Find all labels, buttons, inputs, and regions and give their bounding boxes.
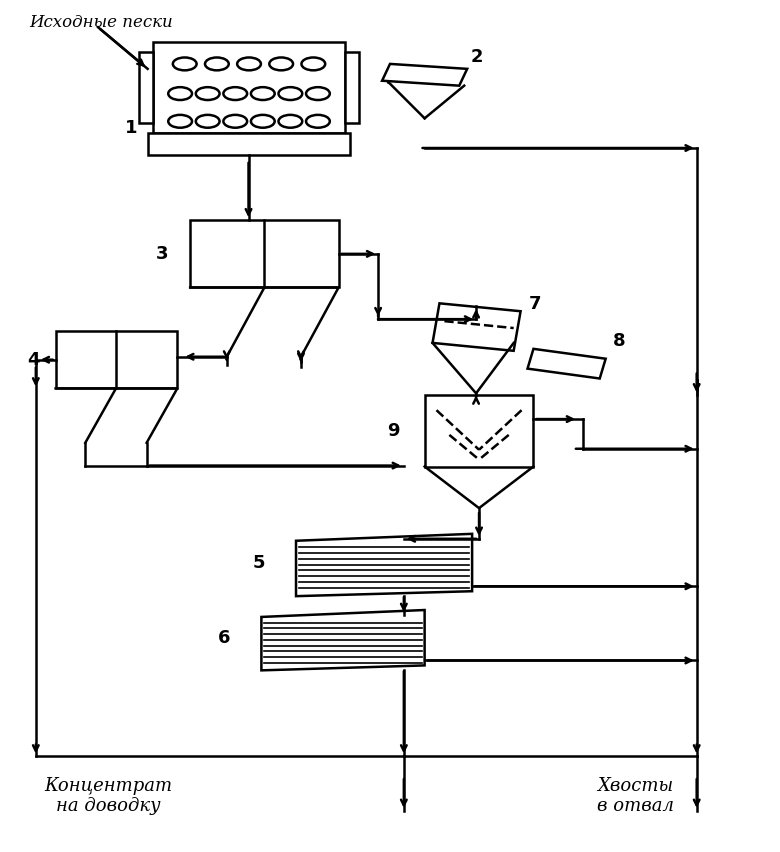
Text: 9: 9: [387, 422, 399, 440]
Text: 5: 5: [252, 554, 264, 572]
Bar: [147, 133, 350, 155]
Text: 1: 1: [125, 119, 137, 137]
Text: Концентрат
на доводку: Концентрат на доводку: [44, 777, 172, 815]
Polygon shape: [261, 610, 424, 671]
Text: Хвосты
в отвал: Хвосты в отвал: [597, 777, 674, 815]
Text: 4: 4: [27, 351, 40, 369]
Text: 8: 8: [612, 332, 626, 350]
Bar: [424, 395, 534, 467]
Bar: [55, 331, 177, 389]
Text: 3: 3: [156, 245, 168, 263]
Text: 2: 2: [471, 48, 484, 66]
Polygon shape: [527, 348, 606, 378]
Text: Исходные пески: Исходные пески: [29, 14, 172, 31]
Polygon shape: [382, 64, 467, 86]
Polygon shape: [433, 303, 520, 351]
Bar: [139, 52, 153, 124]
Bar: [190, 220, 339, 287]
Bar: [346, 52, 360, 124]
Bar: [153, 42, 346, 133]
Polygon shape: [296, 534, 472, 596]
Text: 7: 7: [529, 296, 541, 314]
Text: 6: 6: [218, 629, 230, 647]
